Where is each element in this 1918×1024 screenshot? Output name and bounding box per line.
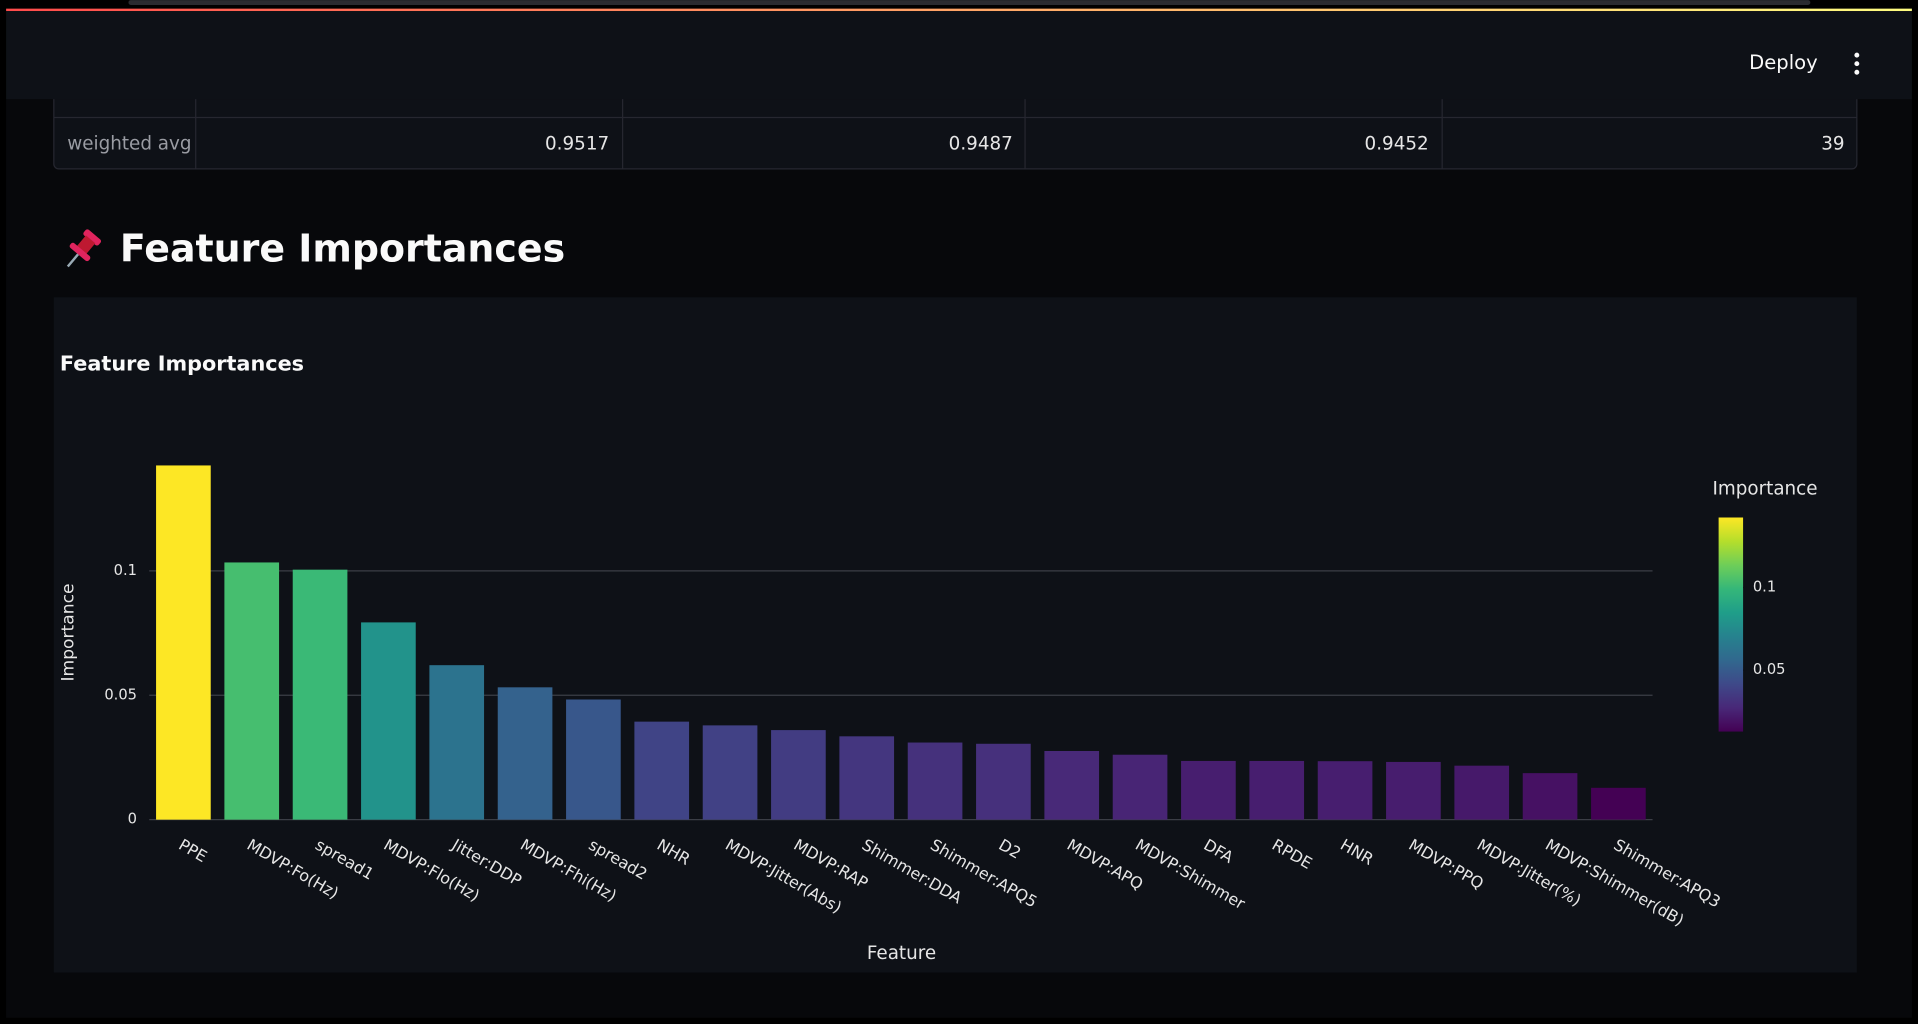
bar bbox=[292, 569, 348, 820]
chart-title: Feature Importances bbox=[60, 352, 304, 376]
bar bbox=[497, 687, 553, 820]
report-table: weighted avg 0.9517 0.9487 0.9452 39 bbox=[53, 85, 1858, 170]
cell: 0.9487 bbox=[949, 133, 1013, 154]
section-heading: Feature Importances bbox=[120, 226, 565, 270]
browser-bar bbox=[128, 0, 1811, 5]
bar bbox=[1044, 750, 1100, 820]
bar bbox=[566, 699, 621, 820]
bar bbox=[156, 465, 211, 820]
y-tick-label: 0.1 bbox=[114, 562, 137, 579]
deploy-button[interactable]: Deploy bbox=[1749, 51, 1818, 74]
bar bbox=[634, 721, 690, 820]
pin-icon bbox=[66, 229, 102, 268]
cell: 0.9452 bbox=[1365, 133, 1429, 154]
decoration bbox=[6, 8, 1912, 12]
bar bbox=[1454, 765, 1510, 820]
bar bbox=[224, 562, 280, 820]
y-tick-label: 0.05 bbox=[104, 686, 137, 703]
colorbar bbox=[1718, 517, 1744, 732]
x-axis-title: Feature bbox=[867, 943, 936, 964]
bar bbox=[771, 730, 826, 820]
cell: 39 bbox=[1821, 133, 1844, 154]
header bbox=[6, 11, 1912, 100]
cell: 0.9517 bbox=[545, 133, 609, 154]
bar bbox=[1386, 761, 1441, 820]
bar bbox=[1317, 761, 1373, 820]
bar bbox=[1249, 760, 1305, 820]
bar bbox=[1522, 773, 1578, 820]
bar bbox=[976, 743, 1031, 820]
colorbar-tick-label: 0.05 bbox=[1753, 661, 1786, 678]
bar bbox=[839, 736, 895, 820]
colorbar-title: Importance bbox=[1713, 478, 1818, 499]
bar bbox=[361, 622, 416, 820]
menu-button[interactable] bbox=[1854, 52, 1860, 75]
bar bbox=[1591, 787, 1646, 820]
row-label: weighted avg bbox=[67, 133, 191, 154]
bar bbox=[702, 725, 758, 820]
bar bbox=[1181, 760, 1236, 820]
bar bbox=[907, 742, 963, 820]
bar bbox=[429, 665, 485, 820]
colorbar-tick-label: 0.1 bbox=[1753, 579, 1776, 596]
chart-panel bbox=[53, 297, 1857, 973]
y-tick-label: 0 bbox=[128, 811, 137, 828]
bar bbox=[1112, 754, 1168, 820]
y-axis-title: Importance bbox=[59, 583, 79, 681]
